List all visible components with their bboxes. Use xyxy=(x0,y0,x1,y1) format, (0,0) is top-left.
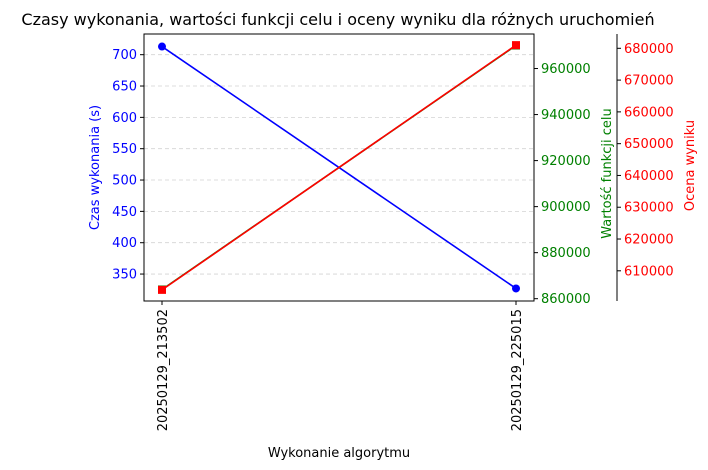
data-point-left xyxy=(512,284,520,293)
y-tick-label-left: 450 xyxy=(112,205,137,220)
y-tick-label-right2: 610000 xyxy=(624,264,674,279)
y-tick-label-right2: 620000 xyxy=(624,233,674,248)
series-layer xyxy=(158,41,520,294)
grid-lines xyxy=(144,54,534,275)
plot-frame xyxy=(143,33,535,302)
y-axis-label-right1: Wartość funkcji celu xyxy=(600,108,615,239)
x-tick-label: 20250129_213502 xyxy=(156,309,171,431)
y-axis-label-right2: Ocena wyniku xyxy=(683,120,698,211)
axes-layer: 350 400 450 500 550 600 650 700 Czas wykonania (… xyxy=(88,34,698,431)
y-tick-label-left: 500 xyxy=(112,174,137,189)
y-tick-label-right2: 660000 xyxy=(624,105,674,120)
y-tick-label-right1: 960000 xyxy=(541,62,591,77)
data-point-right2 xyxy=(158,285,166,294)
y-axis-label-left: Czas wykonania (s) xyxy=(88,105,103,230)
y-tick-label-left: 600 xyxy=(112,111,137,126)
y-tick-label-right1: 940000 xyxy=(541,108,591,123)
y-tick-label-right1: 920000 xyxy=(541,154,591,169)
y-tick-label-right2: 670000 xyxy=(624,74,674,89)
plot-border xyxy=(143,33,535,302)
x-tick-label: 20250129_225015 xyxy=(510,309,525,431)
y-tick-label-left: 650 xyxy=(112,80,137,95)
y-tick-label-left: 350 xyxy=(112,268,137,283)
chart-title: Czasy wykonania, wartości funkcji celu i… xyxy=(21,10,654,29)
data-point-right2 xyxy=(512,41,520,50)
y-tick-label-right1: 900000 xyxy=(541,200,591,215)
y-tick-label-right1: 860000 xyxy=(541,292,591,307)
y-tick-label-right2: 640000 xyxy=(624,169,674,184)
y-tick-label-left: 400 xyxy=(112,236,137,251)
y-tick-label-right2: 650000 xyxy=(624,137,674,152)
y-tick-label-left: 700 xyxy=(112,48,137,63)
y-tick-label-right2: 680000 xyxy=(624,42,674,57)
data-point-left xyxy=(158,42,166,51)
y-tick-label-left: 550 xyxy=(112,142,137,157)
series-line-right2 xyxy=(161,44,517,291)
y-tick-label-right1: 880000 xyxy=(541,246,591,261)
x-axis-label: Wykonanie algorytmu xyxy=(268,446,410,461)
y-tick-label-right2: 630000 xyxy=(624,201,674,216)
